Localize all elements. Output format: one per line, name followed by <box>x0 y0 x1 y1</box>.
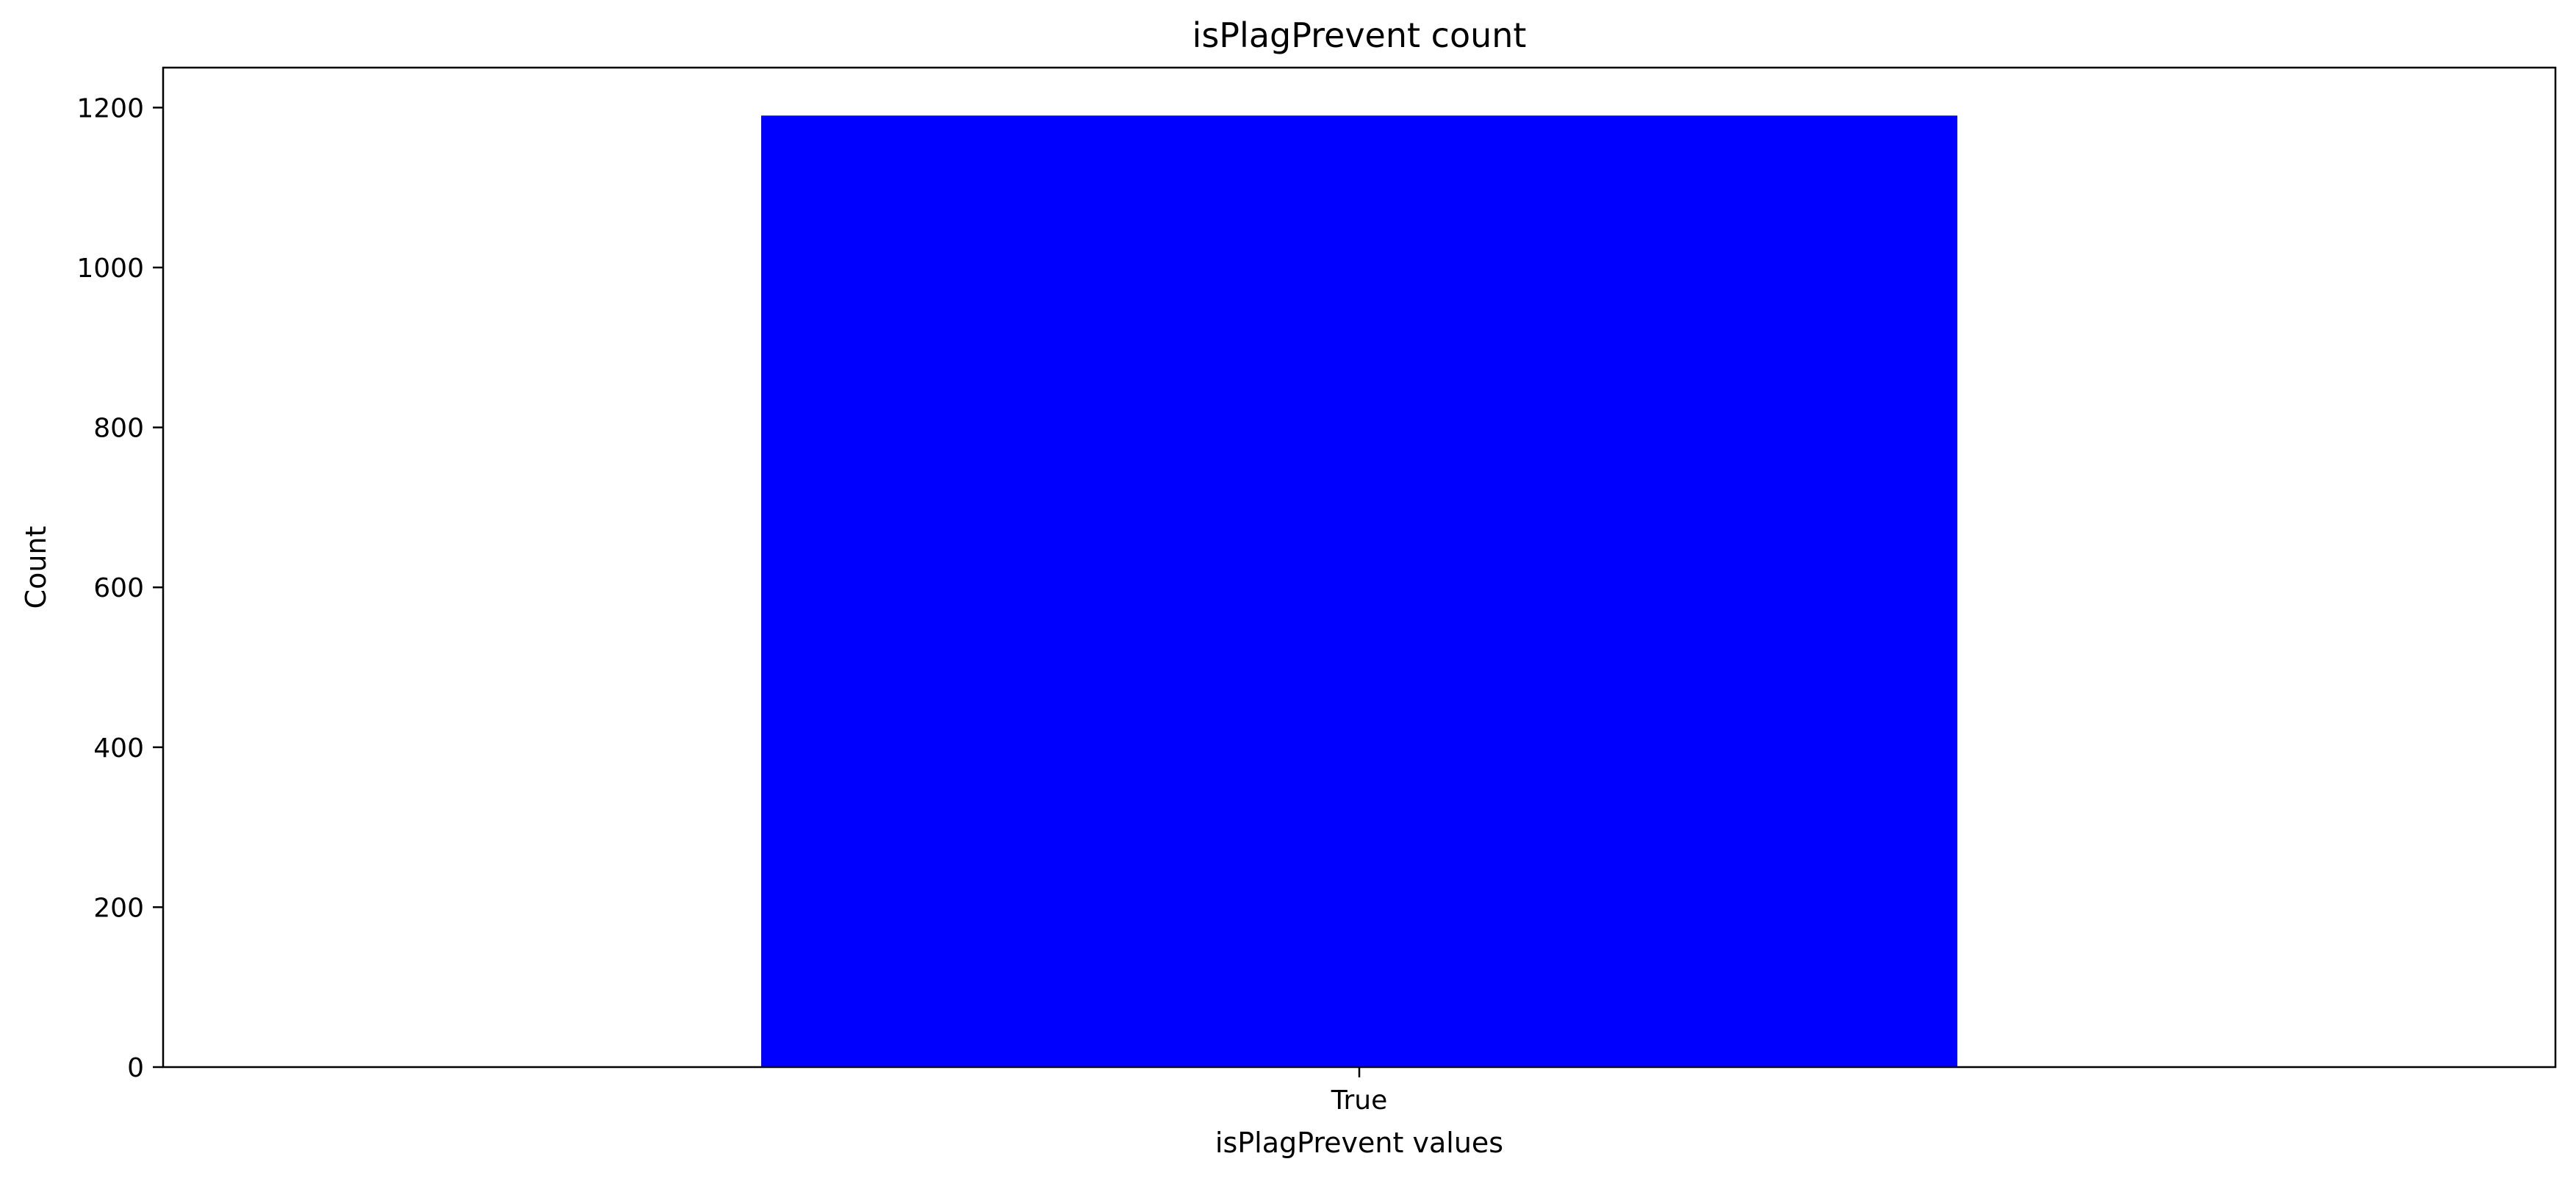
y-tick-label: 0 <box>127 1053 144 1083</box>
y-tick-label: 800 <box>93 414 144 444</box>
y-tick-label: 200 <box>93 893 144 923</box>
y-tick-label: 600 <box>93 573 144 603</box>
y-tick-label: 1000 <box>76 254 144 284</box>
bar-true <box>761 115 1957 1067</box>
y-axis-label: Count <box>20 526 52 609</box>
y-axis: 0 200 400 600 800 1000 1200 <box>76 93 163 1083</box>
bars-group <box>761 115 1957 1067</box>
x-tick-label: True <box>1331 1085 1387 1116</box>
x-axis: True <box>1331 1067 1387 1116</box>
plot-frame <box>162 66 2557 1069</box>
x-axis-label: isPlagPrevent values <box>1215 1127 1503 1159</box>
chart-title: isPlagPrevent count <box>1192 15 1527 55</box>
y-tick-label: 1200 <box>76 93 144 123</box>
y-tick-label: 400 <box>93 733 144 764</box>
